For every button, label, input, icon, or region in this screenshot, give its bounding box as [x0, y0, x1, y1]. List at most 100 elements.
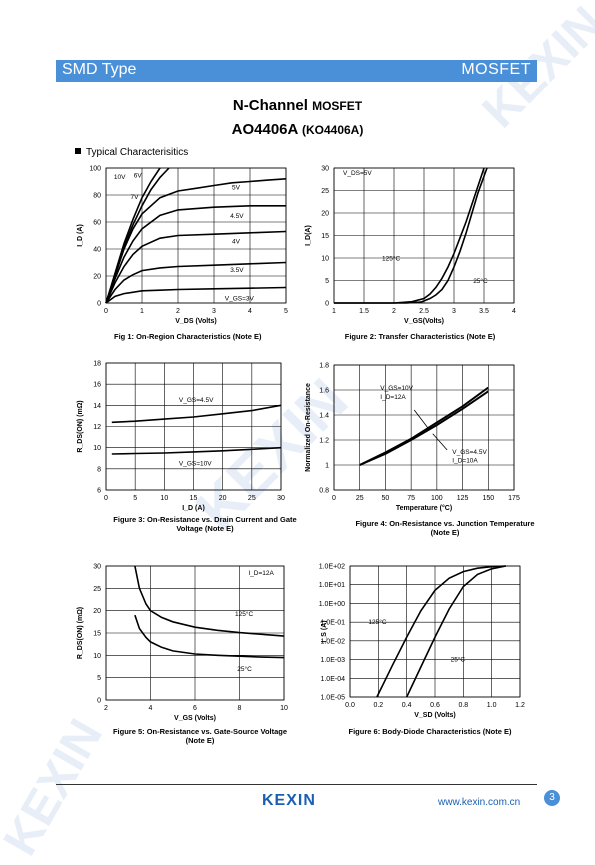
y-tick-label: 60 [93, 220, 101, 227]
x-tick-label: 100 [431, 495, 443, 502]
x-tick-label: 2 [392, 308, 396, 315]
y-axis-label: Normalized On-Resistance [305, 383, 312, 472]
y-tick-label: 1.0E-01 [320, 620, 345, 627]
alt-part-number: (KO4406A) [301, 123, 364, 137]
footer-divider [56, 784, 537, 785]
series-line-3-5V [105, 286, 287, 304]
section-label: Typical Characterisitics [86, 147, 189, 158]
annotation-label: 10V [114, 174, 126, 181]
y-tick-label: 16 [93, 382, 101, 389]
x-tick-label: 0 [104, 495, 108, 502]
y-tick-label: 14 [93, 403, 101, 410]
kexin-logo: KEXIN [262, 792, 316, 809]
chart-fig5: 2 4 6 8 10 0 5 10 15 20 25 30 V_GS (Volts) R_DS(ON) (… [77, 564, 288, 723]
x-tick-label: 8 [238, 705, 242, 712]
annotation-label: 6V [134, 172, 143, 179]
series-line-25-C [405, 565, 506, 698]
x-tick-label: 0.8 [458, 702, 468, 709]
y-axis-label: R_DS(ON) (mΩ) [77, 400, 84, 452]
y-tick-label: 6 [97, 488, 101, 495]
annotation-label: I_D=10A [452, 458, 478, 465]
annotation-label: 25°C [451, 655, 466, 663]
x-tick-label: 5 [284, 308, 288, 315]
footer-url[interactable]: www.kexin.com.cn [438, 797, 521, 808]
caption-fig2: Figure 2: Transfer Characteristics (Note… [344, 332, 496, 341]
annotation-label: 4V [232, 239, 241, 246]
y-tick-label: 10 [93, 653, 101, 660]
x-tick-label: 0.0 [345, 702, 355, 709]
annotation-label: 7V [130, 194, 139, 201]
x-tick-label: 0 [332, 495, 336, 502]
y-tick-label: 20 [93, 608, 101, 615]
y-tick-label: 1.0E-03 [320, 657, 345, 664]
y-tick-label: 20 [321, 211, 329, 218]
series-line-125-C [376, 565, 506, 698]
y-tick-label: 5 [97, 675, 101, 682]
series-line-4-5V [105, 230, 287, 304]
y-axis-label: I_D (A) [77, 224, 84, 247]
series-line-V-GS-4-5V [111, 404, 282, 424]
y-tick-label: 1.0E+02 [319, 564, 345, 571]
caption-fig1: Fig 1: On-Region Characteristics (Note E… [114, 332, 262, 341]
chart-fig3: 0 5 10 15 20 25 30 6 8 10 12 14 16 18 I_D (A) R_DS(ON) … [77, 361, 285, 513]
y-tick-label: 1.8 [319, 363, 329, 370]
x-tick-label: 4 [512, 308, 516, 315]
y-tick-label: 1.0E-05 [320, 695, 345, 702]
title-line1: N-Channel MOSFET [0, 97, 595, 114]
annotation-label: 125°C [368, 618, 386, 626]
series-line-V-GS-10V [111, 446, 282, 455]
annotation-label: 5V [232, 185, 241, 192]
y-tick-label: 15 [321, 233, 329, 240]
y-tick-label: 8 [97, 466, 101, 473]
y-tick-label: 100 [89, 166, 101, 173]
y-tick-label: 1.6 [319, 388, 329, 395]
x-axis-label: V_GS(Volts) [404, 318, 444, 325]
y-tick-label: 1.0E+01 [319, 582, 345, 589]
y-tick-label: 10 [93, 445, 101, 452]
annotation-label: V_GS=4.5V [452, 449, 487, 456]
title-line2: AO4406A (KO4406A) [0, 121, 595, 138]
y-tick-label: 25 [321, 188, 329, 195]
y-tick-label: 1.0E+00 [319, 601, 345, 608]
page-number-badge: 3 [544, 790, 560, 806]
x-tick-label: 0.2 [373, 702, 383, 709]
y-tick-label: 30 [93, 564, 101, 571]
y-tick-label: 0.8 [319, 488, 329, 495]
series-line-6V [105, 178, 287, 304]
title-main: N-Channel [232, 97, 313, 114]
annotation-label: 4.5V [230, 213, 244, 220]
x-tick-label: 150 [482, 495, 494, 502]
y-tick-label: 1.2 [319, 438, 329, 445]
chart-fig1: 0 1 2 3 4 5 0 20 40 60 80 100 V_DS (Volts) I_D (A) 10V… [77, 166, 288, 326]
y-tick-label: 12 [93, 424, 101, 431]
x-tick-label: 0 [104, 308, 108, 315]
x-tick-label: 3.5 [479, 308, 489, 315]
x-axis-label: V_DS (Volts) [175, 318, 217, 325]
y-tick-label: 1.0E-04 [320, 676, 345, 683]
x-axis-label: V_GS (Volts) [174, 715, 216, 722]
annotation-label: V_DS=5V [343, 170, 372, 177]
series-line-4V [105, 261, 287, 304]
x-tick-label: 3 [212, 308, 216, 315]
annotation-label: 125°C [235, 610, 253, 618]
caption-fig4: Figure 4: On-Resistance vs. Junction Tem… [355, 519, 535, 537]
x-axis-label: I_D (A) [182, 505, 205, 512]
x-tick-label: 30 [277, 495, 285, 502]
x-tick-label: 5 [133, 495, 137, 502]
x-tick-label: 0.4 [402, 702, 412, 709]
x-tick-label: 3 [452, 308, 456, 315]
y-axis-label: I_D(A) [305, 225, 312, 246]
x-tick-label: 125 [457, 495, 469, 502]
chart-fig4: 0 25 50 75 100 125 150 175 0.8 1 1.2 1.4 1.6 1.8 Tempe… [305, 363, 520, 513]
y-tick-label: 0 [97, 698, 101, 705]
x-tick-label: 10 [280, 705, 288, 712]
x-tick-label: 6 [193, 705, 197, 712]
x-tick-label: 2 [176, 308, 180, 315]
annotation-label: 3.5V [230, 267, 244, 274]
title-small: MOSFET [312, 99, 363, 113]
series-line-5V [105, 204, 286, 304]
y-tick-label: 20 [93, 274, 101, 281]
y-tick-label: 30 [321, 166, 329, 173]
series-line-125-C [134, 565, 285, 637]
x-tick-label: 1.5 [359, 308, 369, 315]
